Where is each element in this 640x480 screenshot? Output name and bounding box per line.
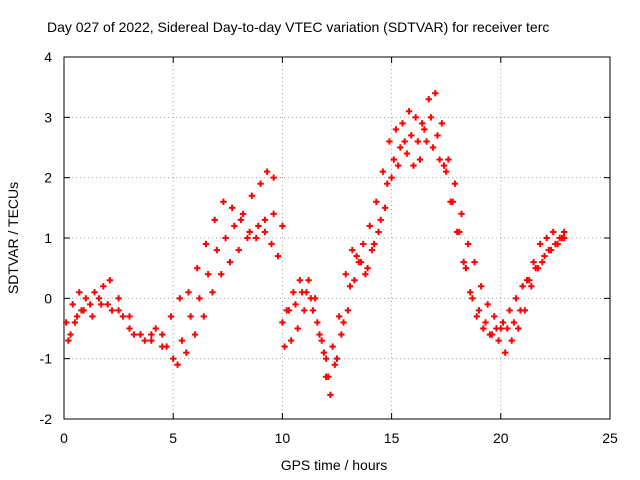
data-layer <box>62 90 568 399</box>
x-tick-label: 15 <box>384 430 400 446</box>
y-tick-label: 0 <box>44 290 52 306</box>
y-tick-label: 1 <box>44 230 52 246</box>
series-group <box>67 210 286 368</box>
x-axis-label: GPS time / hours <box>281 457 388 473</box>
series-group <box>279 90 568 399</box>
x-tick-label: 25 <box>602 430 618 446</box>
y-tick-label: 2 <box>44 170 52 186</box>
x-tick-label: 10 <box>275 430 291 446</box>
x-tick-label: 5 <box>169 430 177 446</box>
series-group <box>62 198 282 344</box>
grid-layer <box>64 57 610 419</box>
y-tick-label: 3 <box>44 109 52 125</box>
series-group <box>283 114 566 362</box>
y-tick-label: 4 <box>44 49 52 65</box>
y-axis-label: SDTVAR / TECUs <box>5 182 21 294</box>
series-group <box>65 168 277 362</box>
y-tick-label: -2 <box>40 411 53 427</box>
y-tick-label: -1 <box>40 351 53 367</box>
x-tick-label: 20 <box>493 430 509 446</box>
x-tick-label: 0 <box>60 430 68 446</box>
chart-title: Day 027 of 2022, Sidereal Day-to-day VTE… <box>47 19 549 35</box>
tick-layer: 0 5 10 15 20 25 -2 -1 0 1 2 3 4 <box>40 49 618 446</box>
